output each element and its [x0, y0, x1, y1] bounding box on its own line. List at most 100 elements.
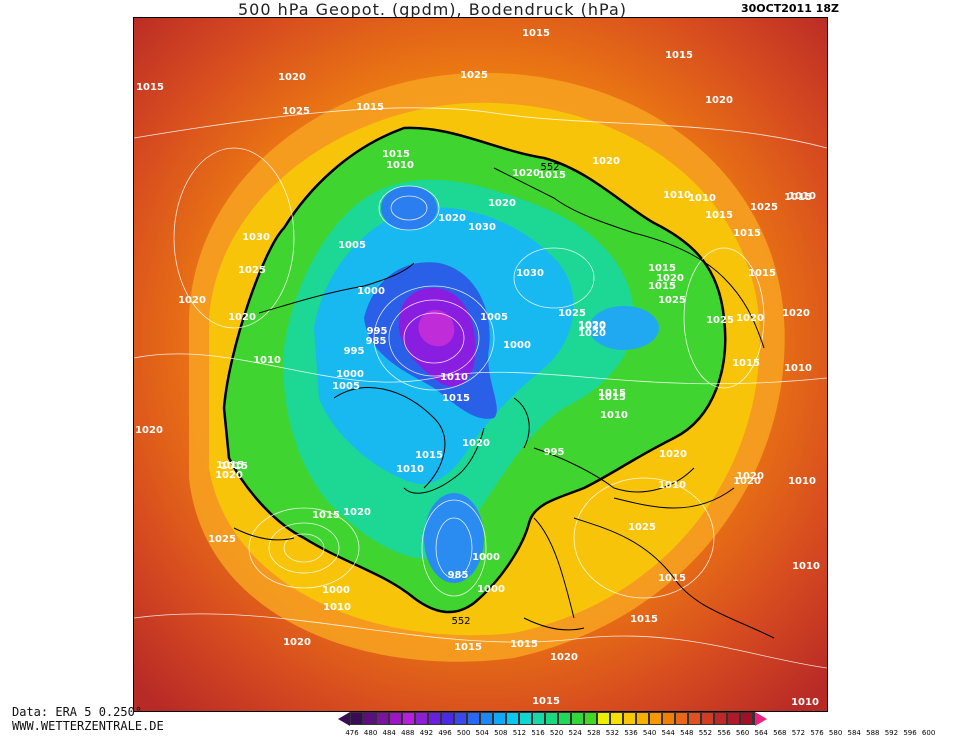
- pressure-label: 1015: [356, 102, 384, 113]
- legend-label: 536: [624, 729, 638, 737]
- legend-label: 484: [382, 729, 396, 737]
- legend-label: 480: [363, 729, 378, 737]
- pressure-label: 1010: [253, 355, 281, 366]
- pressure-label: 1020: [462, 438, 490, 449]
- pressure-label: 1020: [592, 156, 620, 167]
- legend-label: 516: [531, 729, 545, 737]
- pressure-label: 1015: [648, 281, 676, 292]
- pressure-label: 1025: [558, 308, 586, 319]
- pressure-label: 1020: [705, 95, 733, 106]
- contour-label-552-north: 552: [540, 162, 559, 173]
- pressure-label: 1020: [782, 308, 810, 319]
- legend-label: 592: [884, 729, 899, 737]
- legend-swatch: [415, 712, 428, 725]
- legend-label: 556: [717, 729, 731, 737]
- legend-label: 572: [791, 729, 806, 737]
- pressure-label: 1010: [688, 193, 716, 204]
- coastlines: [233, 167, 775, 639]
- pressure-label: 1010: [440, 372, 468, 383]
- pressure-label: 1010: [788, 191, 816, 202]
- legend-label: 596: [903, 729, 917, 737]
- valid-datetime: 30OCT2011 18Z: [741, 2, 839, 15]
- legend-label: 584: [847, 729, 861, 737]
- website-link[interactable]: WWW.WETTERZENTRALE.DE: [12, 719, 164, 733]
- pressure-label: 1015: [510, 639, 538, 650]
- pressure-label: 1020: [733, 476, 761, 487]
- legend-swatch: [376, 712, 389, 725]
- pressure-label: 1020: [512, 168, 540, 179]
- pressure-label: 1000: [503, 340, 531, 351]
- legend-label: 552: [698, 729, 713, 737]
- pressure-label: 1015: [522, 28, 550, 39]
- pressure-label: 1005: [338, 240, 366, 251]
- pressure-label: 1005: [480, 312, 508, 323]
- pressure-label: 1000: [322, 585, 350, 596]
- legend-swatch: [506, 712, 519, 725]
- legend-label: 504: [475, 729, 489, 737]
- pressure-label: 1020: [656, 273, 684, 284]
- pressure-label: 1010: [658, 480, 686, 491]
- pressure-label: 995: [544, 447, 565, 458]
- pressure-label: 1015: [732, 358, 760, 369]
- pressure-label: 1015: [658, 573, 686, 584]
- legend-swatch: [441, 712, 454, 725]
- legend-swatch: [363, 712, 376, 725]
- pressure-label: 1030: [242, 232, 270, 243]
- pressure-label: 1015: [415, 450, 443, 461]
- pressure-label: 1020: [228, 312, 256, 323]
- pressure-label: 1010: [386, 160, 414, 171]
- pressure-label: 1015: [538, 170, 566, 181]
- legend-swatch: [545, 712, 558, 725]
- pressure-label: 1020: [438, 213, 466, 224]
- legend-swatch: [740, 712, 753, 725]
- pressure-label: 1020: [343, 507, 371, 518]
- legend-label: 488: [401, 729, 415, 737]
- pressure-label: 1015: [705, 210, 733, 221]
- pressure-label: 1020: [135, 425, 163, 436]
- legend-swatch: [519, 712, 532, 725]
- weather-map: 552 552 1015 1015 1020 1015 1025 1015 10…: [133, 17, 828, 712]
- low-pacific: [424, 493, 484, 583]
- pressure-label: 1020: [736, 471, 764, 482]
- legend-label: 564: [754, 729, 768, 737]
- legend-label: 560: [735, 729, 750, 737]
- pressure-label: 1015: [312, 510, 340, 521]
- legend-swatch: [662, 712, 675, 725]
- low-north-atlantic: [381, 186, 437, 230]
- legend-arrow-high: [755, 711, 767, 726]
- legend-swatch: [558, 712, 571, 725]
- legend-swatch: [753, 712, 755, 725]
- pressure-label: 1030: [468, 222, 496, 233]
- legend-swatch: [675, 712, 688, 725]
- pressure-label: 1020: [550, 652, 578, 663]
- pressure-label: 1010: [791, 697, 819, 708]
- color-legend-labels: 476 480 484 488 492 496 500 504 508 512 516 520 524 5…: [338, 729, 958, 739]
- pressure-label: 1000: [357, 286, 385, 297]
- pressure-label: 1020: [578, 328, 606, 339]
- pressure-label: 1025: [282, 106, 310, 117]
- legend-swatch: [701, 712, 714, 725]
- pressure-label: 1025: [750, 202, 778, 213]
- pressure-label: 1015: [136, 82, 164, 93]
- pressure-label: 1015: [216, 460, 244, 471]
- pressure-label: 995: [344, 346, 365, 357]
- legend-arrow-low: [338, 711, 350, 726]
- pressure-labels: 1015 1015 1020 1015 1025 1015 1020 1030 …: [135, 28, 820, 708]
- legend-label: 520: [549, 729, 564, 737]
- pressure-label: 1025: [208, 534, 236, 545]
- legend-label: 600: [921, 729, 936, 737]
- legend-swatch: [532, 712, 545, 725]
- legend-swatch: [467, 712, 480, 725]
- data-source: Data: ERA 5 0.250°: [12, 705, 143, 719]
- pressure-label: 1015: [382, 149, 410, 160]
- legend-label: 588: [866, 729, 880, 737]
- pressure-label: 1020: [278, 72, 306, 83]
- legend-swatch: [428, 712, 441, 725]
- pressure-label: 1015: [598, 388, 626, 399]
- legend-label: 524: [568, 729, 582, 737]
- legend-label: 508: [494, 729, 508, 737]
- pressure-label: 1010: [600, 410, 628, 421]
- pressure-label: 1015: [598, 392, 626, 403]
- legend-label: 512: [512, 729, 527, 737]
- legend-swatch: [402, 712, 415, 725]
